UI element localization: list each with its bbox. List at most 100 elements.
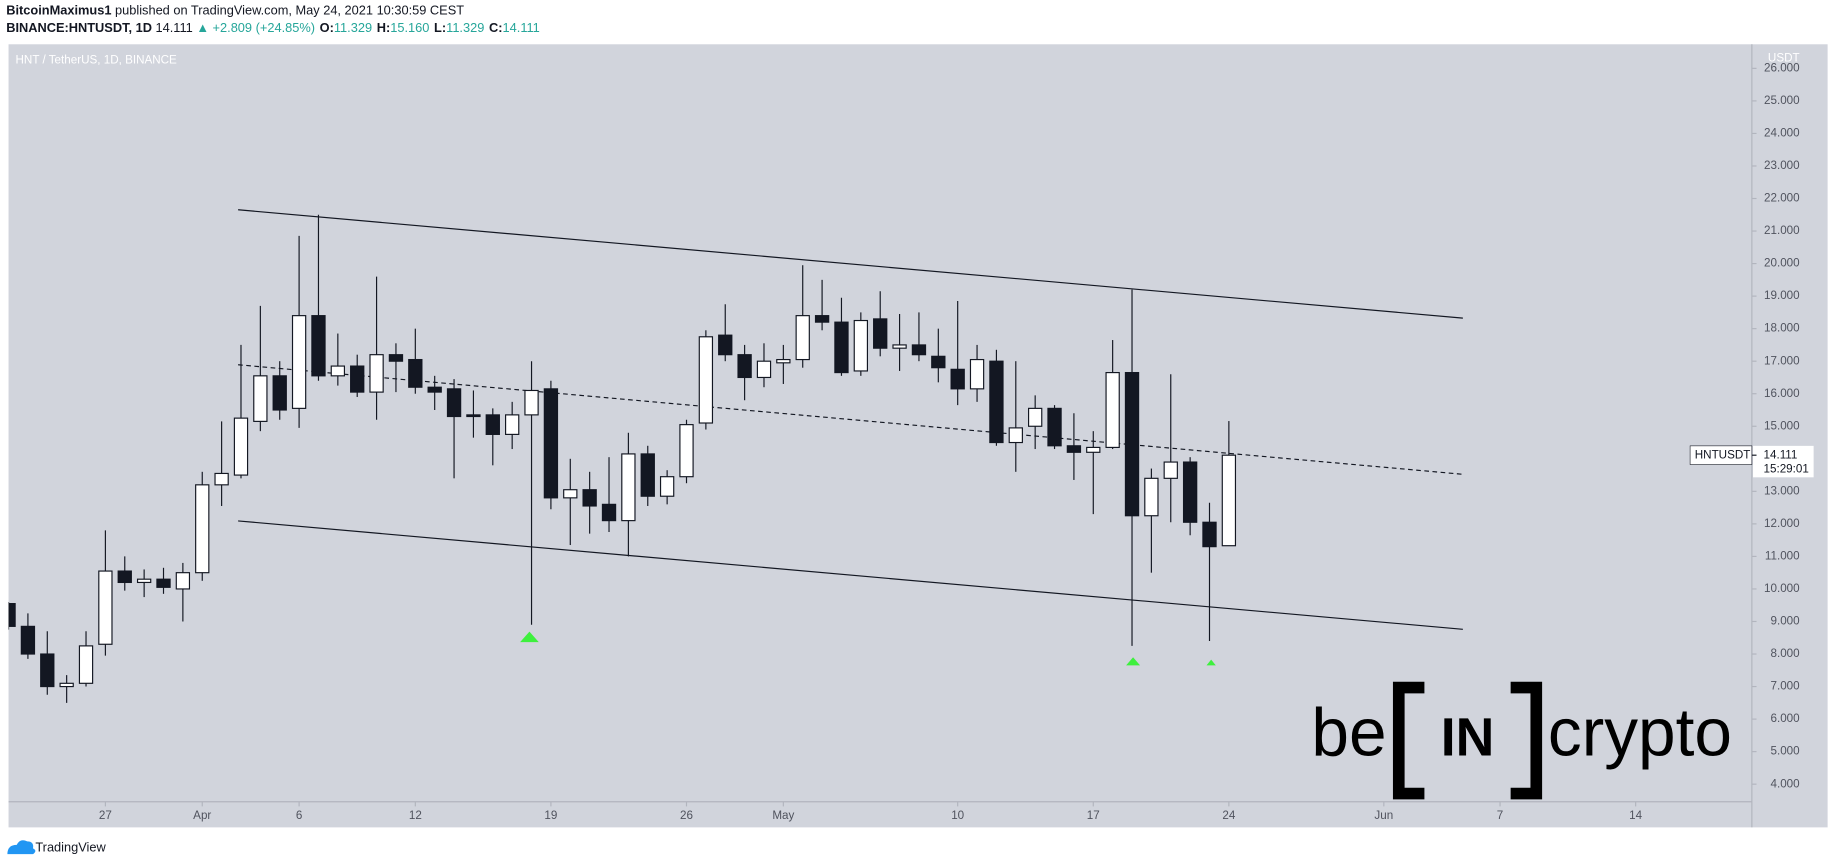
y-tick-label: 19.000 <box>1764 289 1800 302</box>
candle-body <box>659 476 675 497</box>
candle-body <box>156 578 171 588</box>
y-tick-label: 10.000 <box>1764 582 1800 595</box>
watermark-left: be <box>1311 696 1386 771</box>
candle-body <box>136 578 152 584</box>
candle-body <box>969 358 985 390</box>
candle-body <box>59 682 74 688</box>
candle-body <box>175 572 191 590</box>
x-tick-label: 26 <box>680 809 693 822</box>
candle-body <box>195 484 210 574</box>
y-tick-label: 21.000 <box>1764 224 1800 237</box>
candle-body <box>505 414 520 435</box>
support-marker <box>520 631 539 643</box>
x-tick-label: 6 <box>296 809 302 822</box>
x-tick-label: 17 <box>1087 809 1100 822</box>
symbol: BINANCE:HNTUSDT, 1D <box>6 21 152 36</box>
drawings <box>238 209 1463 666</box>
candle-body <box>1124 371 1140 517</box>
x-tick-label: 7 <box>1497 809 1503 822</box>
y-tick-label: 6.000 <box>1771 712 1801 725</box>
ohlc-label: C: <box>489 21 503 36</box>
candle-body <box>369 354 384 393</box>
y-tick-label: 20.000 <box>1764 257 1800 270</box>
watermark-right: crypto <box>1548 696 1732 771</box>
candle-body <box>1027 407 1043 427</box>
x-tick-label: May <box>772 809 794 822</box>
candle-body <box>253 375 268 422</box>
candle-body <box>834 321 849 374</box>
candle-body <box>621 453 636 522</box>
candle-body <box>776 358 791 364</box>
x-tick-label: 27 <box>99 809 112 822</box>
channel-mid <box>238 364 1463 475</box>
chart-title: HNT / TetherUS, 1D, BINANCE <box>16 54 178 67</box>
bracket <box>1392 681 1425 800</box>
ohlc-value: 11.329 <box>446 21 484 36</box>
last-price: 14.111 <box>156 21 193 36</box>
x-tick-label: 12 <box>409 809 422 822</box>
candle-body <box>853 319 869 372</box>
watermark: be IN crypto <box>1311 681 1732 800</box>
candle-body <box>1008 427 1023 444</box>
axis-unit: USDT <box>1768 51 1800 64</box>
candle-body <box>388 354 404 362</box>
y-tick-label: 11.000 <box>1765 549 1800 562</box>
y-tick-label: 9.000 <box>1771 615 1801 628</box>
y-tick-label: 24.000 <box>1764 127 1800 140</box>
ohlc: O:11.329 H:15.160 L:11.329 C:14.111 <box>320 21 540 36</box>
candle-body <box>601 503 617 522</box>
x-tick-label: 24 <box>1222 809 1235 822</box>
candle-body <box>950 368 965 390</box>
x-tick-label: Apr <box>193 809 211 822</box>
candle-body <box>233 417 249 476</box>
candle-body <box>78 645 94 684</box>
candle-body <box>1182 461 1198 523</box>
candle-body <box>98 570 113 645</box>
candle-body <box>20 625 36 655</box>
x-tick-label: Jun <box>1374 809 1393 822</box>
brand: TradingView <box>35 840 106 855</box>
price-label: 14.111 <box>1764 448 1798 461</box>
y-tick-label: 13.000 <box>1764 484 1800 497</box>
candle-body <box>1066 445 1082 453</box>
candle-body <box>640 453 655 497</box>
candle-body <box>446 388 462 418</box>
y-tick-label: 17.000 <box>1764 354 1800 367</box>
y-tick-label: 26.000 <box>1764 61 1800 74</box>
x-tick-label: 10 <box>951 809 964 822</box>
y-tick-label: 5.000 <box>1771 745 1801 758</box>
y-tick-label: 8.000 <box>1771 647 1801 660</box>
candle-body <box>8 603 16 627</box>
candle-body <box>873 318 888 349</box>
candle-body <box>582 489 597 507</box>
channel-lower <box>238 520 1463 630</box>
candle-body <box>117 570 132 584</box>
candle-body <box>408 358 423 388</box>
candle-body <box>756 360 772 379</box>
candle-body <box>718 334 733 356</box>
candle-body <box>330 365 346 377</box>
candle-body <box>698 336 714 424</box>
y-tick-label: 23.000 <box>1764 159 1800 172</box>
candle-body <box>485 414 500 435</box>
candle-body <box>795 315 810 361</box>
y-tick-label: 18.000 <box>1764 322 1800 335</box>
candle-body <box>1047 407 1062 447</box>
ohlc-label: L: <box>434 21 446 36</box>
change: ▲ +2.809 (+24.85%) <box>196 21 315 36</box>
support-marker <box>1206 659 1216 666</box>
candle-body <box>814 315 830 323</box>
candle-body <box>1105 371 1120 448</box>
channel-upper <box>238 209 1463 319</box>
candle-body <box>892 344 907 349</box>
countdown-label: 15:29:01 <box>1764 462 1809 475</box>
y-tick-label: 7.000 <box>1771 680 1801 693</box>
y-tick-label: 12.000 <box>1764 517 1800 530</box>
candle-body <box>989 360 1004 444</box>
author: BitcoinMaximus1 <box>6 3 111 18</box>
candle-body <box>1163 461 1178 479</box>
candle-body <box>214 472 229 486</box>
brand-logo <box>7 840 36 855</box>
ohlc-label: O: <box>320 21 334 36</box>
